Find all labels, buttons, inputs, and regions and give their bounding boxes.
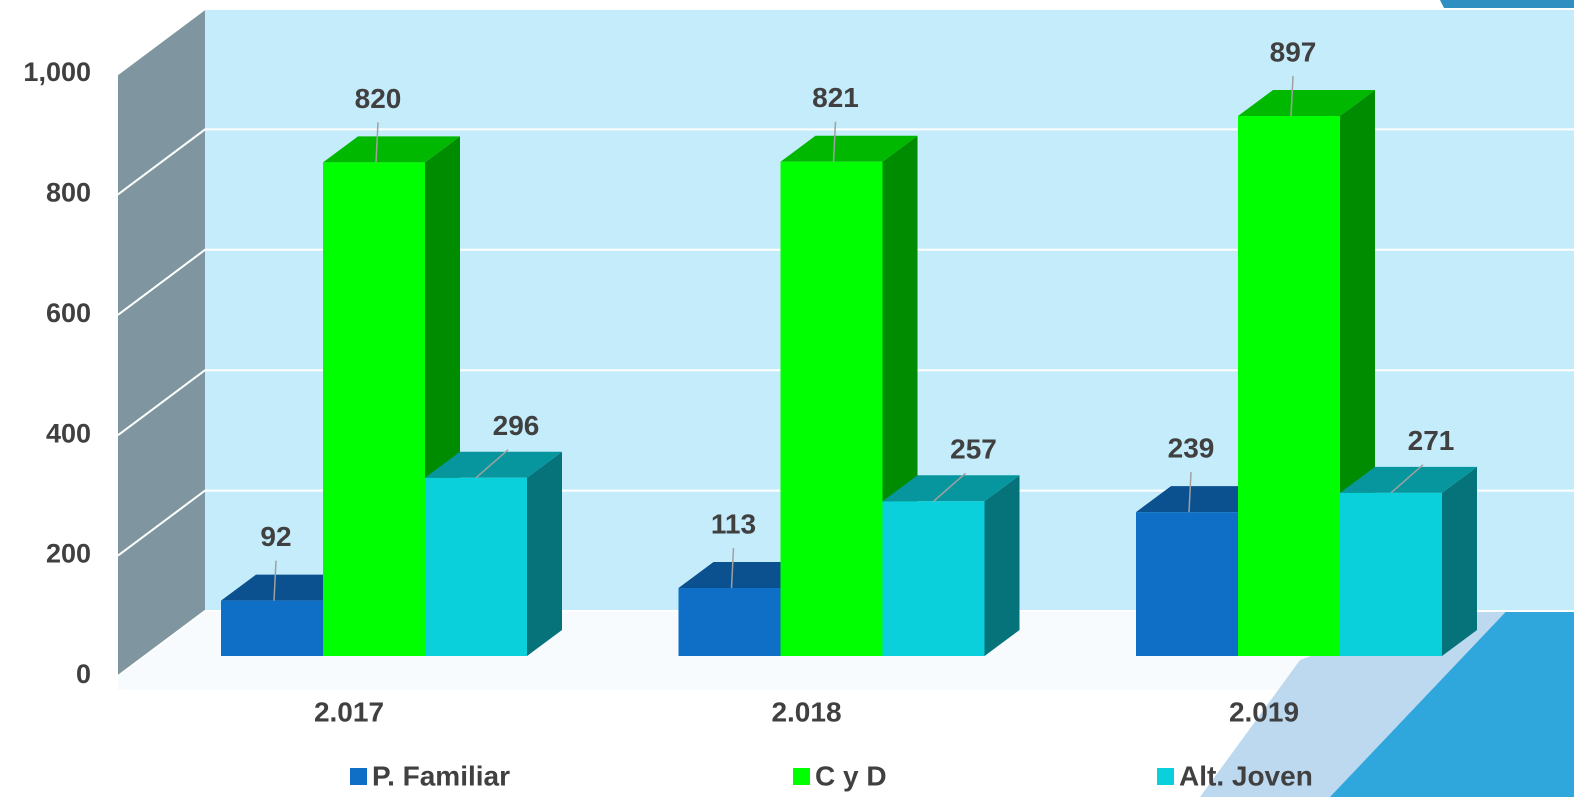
bar-side	[1442, 466, 1477, 656]
data-label: 239	[1168, 433, 1215, 464]
leader-line	[730, 547, 735, 589]
x-tick-label: 2.017	[314, 696, 384, 727]
legend-swatch	[1157, 768, 1174, 785]
bar-side	[984, 475, 1020, 656]
bar-top	[1340, 466, 1477, 493]
grid-line	[117, 369, 1574, 437]
legend-swatch	[350, 768, 367, 785]
data-label: 113	[711, 508, 756, 539]
bar	[882, 475, 1020, 656]
data-label: 897	[1270, 36, 1317, 67]
bar	[1340, 466, 1477, 656]
bar-front	[221, 600, 323, 656]
leader-line	[475, 449, 509, 479]
grid-line	[117, 489, 1574, 557]
leader-line	[1188, 472, 1192, 513]
bar-top	[780, 135, 918, 162]
legend-label: P. Familiar	[372, 760, 510, 791]
bar	[425, 451, 562, 656]
grid-line	[117, 128, 1574, 196]
bar-top	[323, 136, 460, 163]
y-tick-label: 1,000	[23, 57, 91, 87]
bar-front	[425, 477, 527, 656]
grid-line	[117, 610, 1574, 677]
bar-top	[882, 475, 1020, 502]
leader-line	[933, 472, 966, 502]
bar-front	[678, 587, 781, 656]
data-label: 821	[812, 82, 859, 113]
data-label: 92	[260, 521, 291, 552]
data-label: 257	[950, 434, 997, 465]
x-tick-label: 2.018	[771, 696, 841, 727]
data-label: 271	[1408, 425, 1455, 456]
bar-top	[1238, 90, 1375, 117]
y-tick-label: 400	[46, 418, 91, 448]
bar-front	[780, 161, 883, 656]
leader-line	[1390, 464, 1424, 494]
bar-front	[323, 162, 425, 657]
side-wall	[118, 9, 205, 676]
y-tick-label: 200	[46, 539, 91, 569]
bar-front	[1340, 492, 1442, 656]
leader-line	[1290, 75, 1294, 117]
data-label: 296	[493, 410, 540, 441]
grid-line	[117, 8, 1574, 75]
bar-front	[1136, 512, 1238, 656]
y-tick-label: 0	[76, 659, 91, 689]
y-tick-label: 800	[46, 178, 91, 208]
bar-front	[882, 501, 985, 656]
legend-label: C y D	[815, 760, 887, 791]
bar-top	[425, 451, 562, 478]
legend-swatch	[793, 768, 810, 785]
y-tick-label: 600	[46, 298, 91, 328]
leader-line	[273, 560, 277, 601]
x-tick-label: 2.019	[1229, 696, 1299, 727]
grid-line	[117, 248, 1574, 316]
bar	[323, 136, 460, 657]
legend-label: Alt. Joven	[1179, 760, 1313, 791]
bar-side	[527, 451, 562, 656]
bar-front	[1238, 116, 1340, 657]
data-label: 820	[355, 83, 402, 114]
leader-line	[832, 121, 837, 162]
leader-line	[375, 122, 379, 163]
